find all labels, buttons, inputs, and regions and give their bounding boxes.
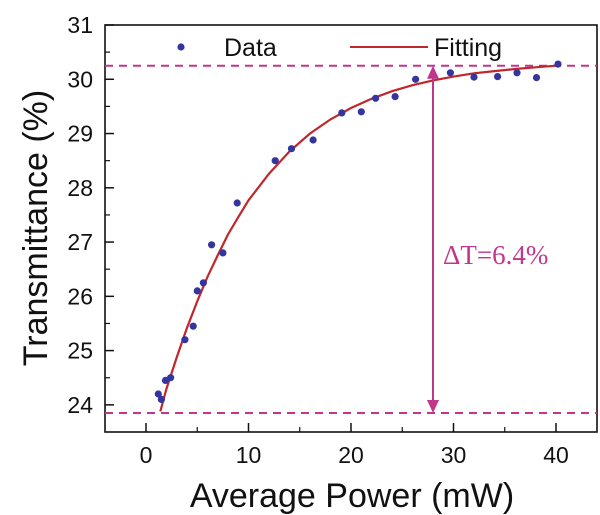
data-point [189, 322, 197, 330]
x-tick-label: 20 [338, 442, 364, 468]
data-point [271, 157, 279, 165]
y-axis-ticks: 24 25 26 27 28 29 30 31 [67, 12, 114, 418]
delta-annotation: ΔT=6.4% [427, 65, 548, 414]
data-point [167, 374, 175, 382]
delta-arrow-head-bottom [427, 400, 439, 414]
x-tick-label: 10 [236, 442, 262, 468]
data-point [199, 279, 207, 287]
data-point [219, 249, 227, 257]
data-point [181, 336, 189, 344]
data-point [208, 241, 216, 249]
y-tick-label: 24 [67, 392, 93, 418]
reference-lines [105, 64, 597, 415]
legend-data-label: Data [224, 34, 277, 62]
fitting-series [159, 64, 557, 412]
y-tick-label: 27 [67, 229, 93, 255]
x-tick-label: 0 [140, 442, 153, 468]
x-axis-ticks: 0 10 20 30 40 [140, 423, 569, 468]
legend-data-marker [177, 43, 185, 51]
data-point [554, 60, 562, 68]
y-tick-label: 25 [67, 338, 93, 364]
data-point [446, 69, 454, 77]
data-point [391, 93, 399, 101]
data-point [309, 136, 317, 144]
data-point [470, 73, 478, 81]
legend: Data Fitting [177, 34, 502, 62]
data-point [154, 390, 162, 398]
data-series [154, 60, 562, 403]
y-tick-label: 29 [67, 121, 93, 147]
data-point [532, 74, 541, 82]
data-point [412, 75, 420, 83]
data-point [233, 199, 241, 207]
delta-t-label: ΔT=6.4% [443, 240, 548, 270]
x-tick-label: 30 [441, 442, 467, 468]
data-point [494, 73, 502, 81]
fitting-curve [159, 64, 557, 412]
data-point [157, 395, 165, 403]
data-point [338, 109, 346, 117]
data-point [287, 145, 296, 153]
plot-frame [104, 24, 598, 433]
data-point [357, 108, 365, 116]
y-tick-label: 30 [67, 66, 93, 92]
delta-arrow-head-top [427, 65, 439, 79]
data-point [193, 287, 201, 295]
data-point [513, 69, 521, 77]
y-axis-title: Transmittance (%) [17, 90, 55, 366]
y-tick-label: 31 [67, 12, 93, 38]
y-tick-label: 28 [67, 175, 93, 201]
legend-fitting-label: Fitting [434, 34, 502, 62]
y-tick-label: 26 [67, 283, 93, 309]
x-tick-label: 40 [543, 442, 569, 468]
data-point [372, 94, 380, 102]
x-axis-title: Average Power (mW) [190, 477, 514, 515]
